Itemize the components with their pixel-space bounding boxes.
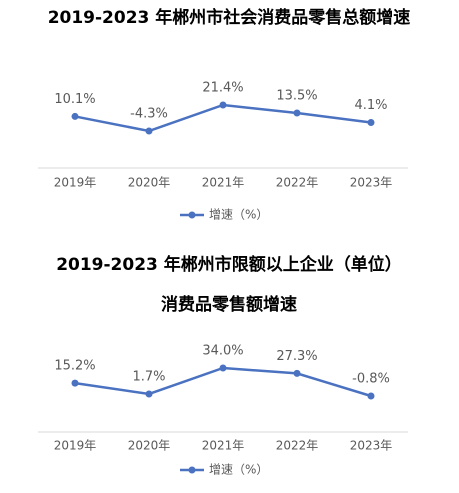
data-point — [71, 379, 79, 387]
data-point — [145, 390, 153, 398]
data-point — [367, 119, 375, 127]
data-label: -0.8% — [352, 372, 390, 387]
data-point — [219, 101, 227, 109]
legend-marker — [188, 211, 196, 219]
data-label: 21.4% — [202, 81, 243, 96]
legend-marker — [188, 466, 196, 474]
x-tick-label: 2019年 — [54, 439, 97, 453]
data-label: 13.5% — [276, 88, 317, 103]
x-tick-label: 2019年 — [54, 176, 97, 190]
series-line — [74, 103, 372, 133]
x-tick-label: 2023年 — [350, 176, 393, 190]
x-tick-label: 2021年 — [202, 439, 245, 453]
x-tick-label: 2022年 — [276, 176, 319, 190]
data-point — [145, 127, 153, 135]
data-point — [293, 369, 301, 377]
chart-title: 2019-2023 年郴州市社会消费品零售总额增速 — [48, 7, 411, 28]
data-label: 27.3% — [276, 349, 317, 364]
x-tick-label: 2020年 — [128, 176, 171, 190]
data-point — [293, 109, 301, 117]
chart-title: 消费品零售额增速 — [161, 294, 297, 315]
x-tick-label: 2023年 — [350, 439, 393, 453]
data-label: 15.2% — [54, 359, 95, 374]
data-label: -4.3% — [130, 107, 168, 122]
x-tick-label: 2021年 — [202, 176, 245, 190]
data-label: 4.1% — [354, 98, 387, 113]
data-point — [219, 364, 227, 372]
series-line — [74, 366, 372, 398]
data-label: 1.7% — [132, 369, 165, 384]
chart-title: 2019-2023 年郴州市限额以上企业（单位） — [56, 254, 402, 275]
data-label: 10.1% — [54, 92, 95, 107]
x-tick-label: 2022年 — [276, 439, 319, 453]
legend-label: 增速（%） — [209, 208, 268, 222]
x-tick-label: 2020年 — [128, 439, 171, 453]
data-point — [71, 112, 79, 120]
data-point — [367, 392, 375, 400]
legend-label: 增速（%） — [209, 463, 268, 477]
data-label: 34.0% — [202, 344, 243, 359]
